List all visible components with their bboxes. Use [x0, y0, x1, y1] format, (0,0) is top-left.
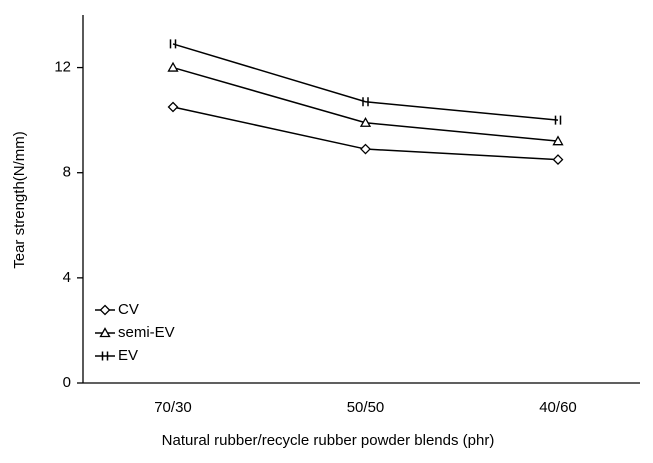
y-tick-label: 8 — [63, 164, 71, 181]
marker — [167, 101, 179, 113]
marker — [99, 304, 111, 316]
marker — [359, 116, 372, 127]
x-axis-label: Natural rubber/recycle rubber powder ble… — [162, 432, 495, 449]
legend-label: EV — [118, 347, 138, 364]
x-tick-label: 40/60 — [539, 399, 577, 416]
marker — [360, 143, 371, 155]
legend-label: semi-EV — [118, 324, 175, 341]
y-tick-label: 4 — [63, 269, 71, 286]
series-line — [172, 66, 559, 142]
marker — [552, 135, 564, 146]
marker — [552, 154, 564, 165]
marker — [101, 351, 109, 361]
marker — [554, 115, 562, 125]
y-tick-label: 0 — [63, 374, 71, 391]
marker — [169, 39, 177, 49]
y-tick-label: 12 — [54, 59, 71, 76]
marker — [99, 327, 111, 338]
series-line — [172, 43, 559, 121]
marker — [362, 97, 369, 107]
y-axis-label: Tear strength(N/mm) — [11, 131, 28, 269]
marker — [167, 61, 179, 72]
x-tick-label: 70/30 — [154, 399, 192, 416]
legend-label: CV — [118, 301, 139, 318]
x-tick-label: 50/50 — [347, 399, 385, 416]
